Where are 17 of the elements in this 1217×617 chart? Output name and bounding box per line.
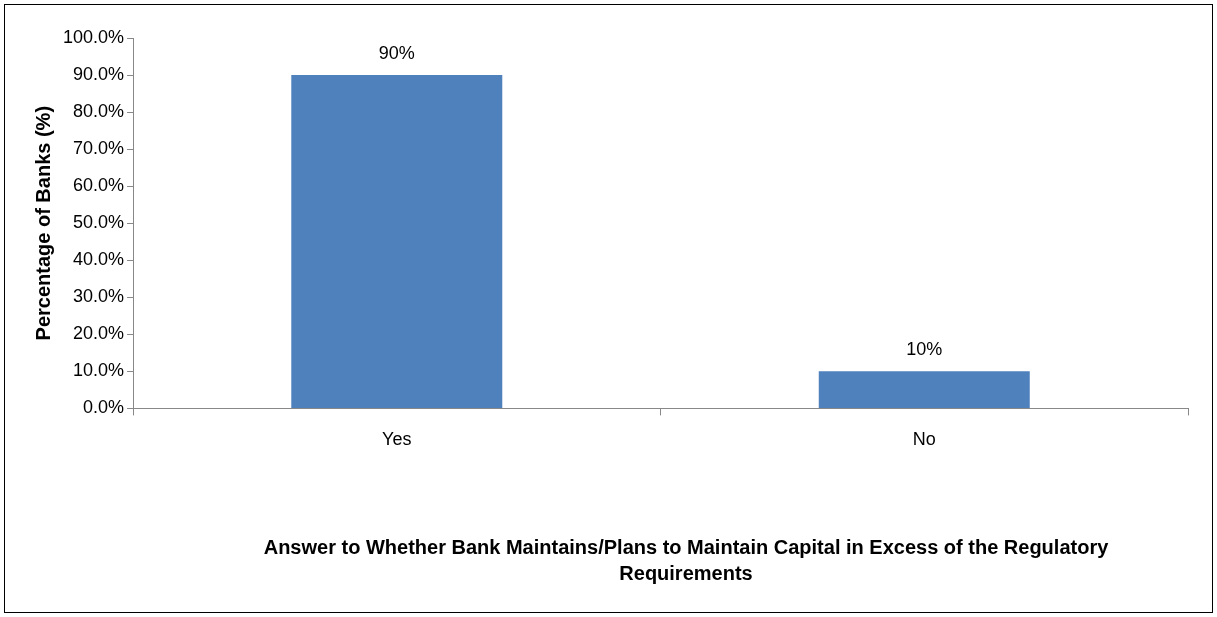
y-axis-title: Percentage of Banks (%): [31, 105, 54, 341]
y-tick-label: 90.0%: [73, 64, 125, 85]
x-tick-label: Yes: [382, 429, 412, 450]
y-tick-label: 70.0%: [73, 138, 125, 159]
x-tick-label: No: [912, 429, 936, 450]
y-tick-label: 80.0%: [73, 101, 125, 122]
y-tick-label: 30.0%: [73, 286, 125, 307]
y-tick-label: 100.0%: [62, 26, 125, 47]
data-label: 10%: [906, 339, 943, 360]
y-tick-label: 0.0%: [83, 397, 125, 418]
y-tick-label: 50.0%: [73, 212, 125, 233]
x-axis-title: Answer to Whether Bank Maintains/Plans to Maintain Capital in Excess of the Regulatory Requirements: [262, 535, 1110, 586]
y-tick-label: 60.0%: [73, 175, 125, 196]
y-tick-label: 40.0%: [73, 249, 125, 270]
y-tick-label: 20.0%: [73, 323, 125, 344]
data-label: 90%: [378, 43, 415, 64]
y-tick-label: 10.0%: [73, 360, 125, 381]
